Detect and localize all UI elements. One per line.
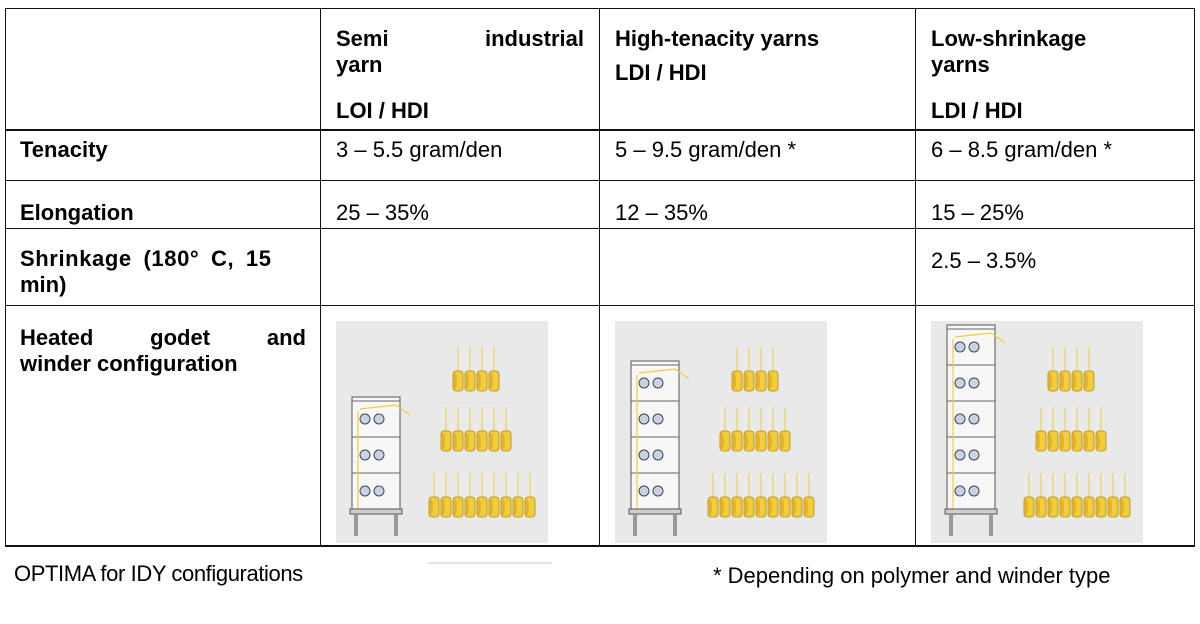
godet-tower (349, 396, 411, 536)
winder-small (452, 347, 500, 392)
godet-roll (638, 485, 650, 497)
winder-medium (440, 407, 512, 452)
godet-roll (968, 485, 980, 497)
header-col3: Low-shrinkage yarns LDI / HDI (931, 26, 1181, 124)
godet-roll (652, 413, 664, 425)
godet-roll (954, 377, 966, 389)
godet-roll (373, 485, 385, 497)
shrinkage-col3: 2.5 – 3.5% (931, 248, 1037, 273)
tenacity-col3: 6 – 8.5 gram/den * (931, 137, 1113, 162)
config-label-line2: winder configuration (20, 351, 238, 376)
godet-roll (652, 377, 664, 389)
godet-roll (638, 449, 650, 461)
elongation-col2: 12 – 35% (615, 200, 708, 225)
header-col1-word-b: industrial (484, 26, 584, 51)
elongation-col3: 15 – 25% (931, 200, 1024, 225)
header-col1-line2: yarn (336, 52, 383, 77)
godet-roll (968, 377, 980, 389)
config-word-b: godet (150, 325, 211, 350)
col-border-3 (915, 8, 916, 547)
godet-roll (954, 341, 966, 353)
row-label-tenacity: Tenacity (20, 137, 108, 162)
godet-tower (628, 360, 690, 536)
godet-roll (652, 449, 664, 461)
winder-large (1023, 473, 1131, 518)
winder-medium (1035, 407, 1107, 452)
godet-roll (359, 413, 371, 425)
header-col2-title: High-tenacity yarns (615, 26, 820, 51)
header-col1-word-a: Semi (336, 26, 389, 51)
godet-roll (968, 413, 980, 425)
godet-roll (359, 449, 371, 461)
config-word-a: Heated (20, 325, 94, 350)
footer-divider (428, 562, 552, 564)
config-illustration-high-tenacity (615, 321, 827, 543)
godet-roll (638, 413, 650, 425)
winder-large (707, 473, 815, 518)
row-label-configuration: Heated godet and winder configuration (20, 325, 306, 377)
yarn-path (359, 404, 411, 416)
table-bottom-border (5, 545, 1195, 547)
elongation-col1: 25 – 35% (336, 200, 429, 225)
config-word-c: and (266, 325, 306, 350)
godet-roll (638, 377, 650, 389)
godet-roll (954, 449, 966, 461)
config-illustration-low-shrinkage (931, 321, 1143, 543)
godet-roll (968, 341, 980, 353)
header-col3-line2: yarns (931, 52, 990, 77)
row-label-elongation: Elongation (20, 200, 134, 225)
table-top-border (5, 8, 1195, 9)
figure-caption: OPTIMA for IDY configurations (14, 561, 303, 586)
col-border-2 (599, 8, 600, 547)
row-label-shrinkage: Shrinkage (180° C, 15 min) (20, 246, 306, 298)
row-divider-3 (5, 305, 1195, 306)
header-col2: High-tenacity yarns LDI / HDI (615, 26, 895, 86)
yarn-path (638, 368, 690, 380)
godet-roll (968, 449, 980, 461)
winder-large (428, 473, 536, 518)
winder-small (731, 347, 779, 392)
godet-roll (373, 413, 385, 425)
config-illustration-semi-industrial (336, 321, 548, 543)
shrinkage-label-line1: Shrinkage (180° C, 15 (20, 246, 272, 271)
col-border-left (5, 8, 6, 547)
yarn-path (954, 332, 1006, 344)
godet-winder-diagram-5 (944, 324, 1131, 536)
row-divider-2 (5, 228, 1195, 229)
footnote: * Depending on polymer and winder type (713, 563, 1111, 588)
tenacity-col1: 3 – 5.5 gram/den (336, 137, 503, 162)
col-border-1 (320, 8, 321, 547)
winder-medium (719, 407, 791, 452)
godet-roll (954, 485, 966, 497)
header-col3-subtitle: LDI / HDI (931, 98, 1023, 123)
shrinkage-label-line2: min) (20, 272, 67, 297)
winder-small (1047, 347, 1095, 392)
godet-tower (944, 324, 1006, 536)
row-divider-1 (5, 180, 1195, 181)
godet-winder-diagram-3 (349, 347, 536, 536)
header-col1: Semi industrial yarn LOI / HDI (336, 26, 584, 124)
tenacity-col2: 5 – 9.5 gram/den * (615, 137, 797, 162)
header-col3-line1: Low-shrinkage (931, 26, 1087, 51)
godet-roll (359, 485, 371, 497)
col-border-right (1194, 8, 1195, 547)
header-bottom-border (5, 129, 1195, 131)
godet-winder-diagram-4 (628, 347, 815, 536)
godet-roll (652, 485, 664, 497)
godet-roll (373, 449, 385, 461)
header-col2-subtitle: LDI / HDI (615, 60, 707, 85)
header-col1-subtitle: LOI / HDI (336, 98, 429, 123)
godet-roll (954, 413, 966, 425)
